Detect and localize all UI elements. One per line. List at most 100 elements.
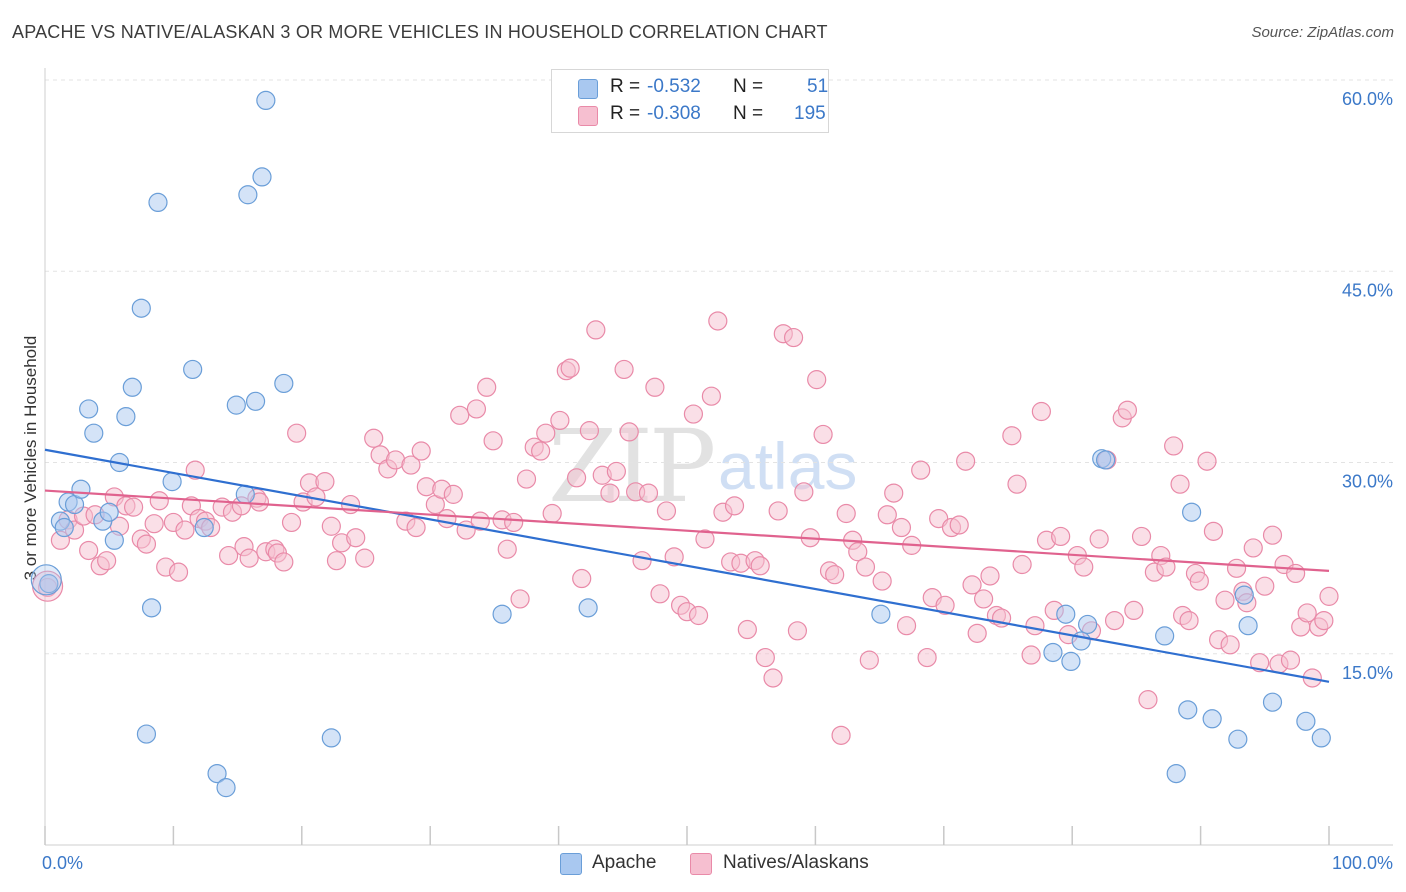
data-point-native bbox=[855, 557, 876, 577]
data-point-native bbox=[884, 483, 904, 503]
data-point-native bbox=[656, 501, 677, 521]
data-point-native bbox=[516, 469, 537, 489]
data-point-native bbox=[1226, 558, 1247, 578]
data-point-native bbox=[1250, 653, 1270, 673]
data-point-native bbox=[877, 505, 897, 525]
data-point-native bbox=[1025, 616, 1045, 636]
data-point-apache bbox=[871, 604, 891, 624]
data-point-apache bbox=[1182, 502, 1202, 522]
data-point-native bbox=[287, 423, 307, 443]
data-point-native bbox=[825, 565, 845, 585]
data-point-apache bbox=[1043, 642, 1063, 663]
y-axis-title: 3 or more Vehicles in Household bbox=[21, 336, 40, 581]
data-point-native bbox=[848, 542, 868, 562]
data-point-apache bbox=[492, 604, 512, 624]
data-point-apache bbox=[252, 167, 272, 187]
data-point-native bbox=[1131, 526, 1152, 547]
data-point-native bbox=[859, 650, 879, 670]
data-point-native bbox=[1314, 610, 1334, 631]
data-point-native bbox=[1255, 576, 1275, 596]
data-point-native bbox=[450, 405, 470, 425]
bottom-legend-label-apache: Apache bbox=[592, 852, 657, 873]
data-point-apache bbox=[1061, 651, 1081, 672]
data-point-apache bbox=[79, 399, 99, 419]
data-point-apache bbox=[116, 407, 136, 427]
chart-title: APACHE VS NATIVE/ALASKAN 3 OR MORE VEHIC… bbox=[12, 22, 828, 42]
data-point-apache bbox=[1178, 700, 1198, 720]
data-point-apache bbox=[141, 598, 162, 618]
data-point-native bbox=[144, 514, 164, 534]
data-point-native bbox=[1164, 436, 1184, 456]
data-point-native bbox=[1203, 521, 1224, 541]
data-point-native bbox=[606, 461, 626, 482]
data-point-native bbox=[807, 370, 827, 390]
legend-r-label: R = bbox=[610, 76, 641, 97]
data-point-native bbox=[586, 320, 606, 340]
data-point-native bbox=[531, 441, 551, 461]
data-point-native bbox=[794, 482, 814, 502]
data-point-native bbox=[701, 386, 721, 406]
data-point-native bbox=[79, 540, 99, 561]
x-tick-label-min: 0.0% bbox=[42, 853, 83, 873]
y-tick-label: 15.0% bbox=[1342, 663, 1393, 683]
trend-lines bbox=[44, 448, 1330, 683]
data-point-apache bbox=[84, 423, 104, 443]
data-point-native bbox=[980, 566, 1000, 586]
data-point-apache bbox=[207, 763, 227, 784]
data-point-native bbox=[645, 377, 665, 397]
data-point-native bbox=[831, 725, 851, 745]
watermark-atlas: atlas bbox=[718, 429, 858, 503]
data-point-native bbox=[443, 484, 463, 504]
data-point-native bbox=[406, 517, 426, 538]
data-point-apache bbox=[245, 391, 266, 411]
data-point-native bbox=[896, 616, 917, 636]
data-point-apache bbox=[136, 724, 157, 744]
data-point-apache bbox=[238, 185, 258, 205]
data-point-native bbox=[536, 423, 556, 443]
data-point-apache bbox=[99, 502, 119, 522]
data-point-native bbox=[542, 503, 562, 524]
tick-labels: 15.0% 30.0% 45.0% 60.0% 0.0% 100.0% bbox=[42, 89, 1393, 873]
data-point-native bbox=[688, 605, 709, 626]
data-point-native bbox=[346, 528, 366, 548]
data-point-apache bbox=[71, 479, 91, 499]
legend-n-value: 51 bbox=[807, 76, 829, 97]
data-point-native bbox=[1074, 557, 1094, 577]
data-point-native bbox=[1189, 571, 1209, 591]
data-point-native bbox=[787, 621, 808, 641]
data-point-apache-large bbox=[30, 564, 62, 596]
data-point-native bbox=[321, 516, 341, 536]
data-point-native bbox=[708, 311, 728, 331]
data-point-native bbox=[1170, 474, 1190, 494]
correlation-legend: R = -0.532 N = 51 R = -0.308 N = 195 bbox=[551, 69, 829, 133]
data-point-native bbox=[1051, 526, 1071, 547]
bottom-legend-swatch-natives bbox=[690, 853, 712, 875]
data-point-apache bbox=[148, 192, 168, 212]
data-point-apache bbox=[104, 530, 124, 550]
data-point-apache bbox=[226, 395, 246, 415]
data-point-native bbox=[836, 503, 856, 524]
data-point-native bbox=[755, 647, 775, 668]
data-point-native bbox=[1012, 554, 1032, 575]
legend-r-label: R = bbox=[610, 103, 641, 124]
data-point-native bbox=[483, 431, 503, 451]
data-point-apache bbox=[122, 377, 142, 397]
data-point-native bbox=[664, 547, 684, 567]
data-point-apache bbox=[321, 728, 341, 748]
data-point-native bbox=[650, 584, 670, 604]
data-point-native bbox=[1002, 426, 1022, 446]
data-point-apache bbox=[131, 298, 151, 318]
data-point-apache bbox=[194, 517, 214, 538]
data-point-native bbox=[274, 552, 294, 572]
bottom-legend-swatch-apache bbox=[560, 853, 582, 875]
data-point-native bbox=[737, 619, 757, 640]
data-point-native bbox=[783, 327, 804, 348]
data-point-native bbox=[185, 460, 205, 480]
series-apache bbox=[30, 90, 1331, 798]
data-point-apache bbox=[1166, 763, 1186, 784]
data-point-native bbox=[550, 410, 570, 431]
data-point-native bbox=[315, 472, 335, 492]
data-point-native bbox=[510, 589, 530, 609]
data-point-native bbox=[355, 548, 375, 568]
data-point-native bbox=[1262, 525, 1283, 545]
